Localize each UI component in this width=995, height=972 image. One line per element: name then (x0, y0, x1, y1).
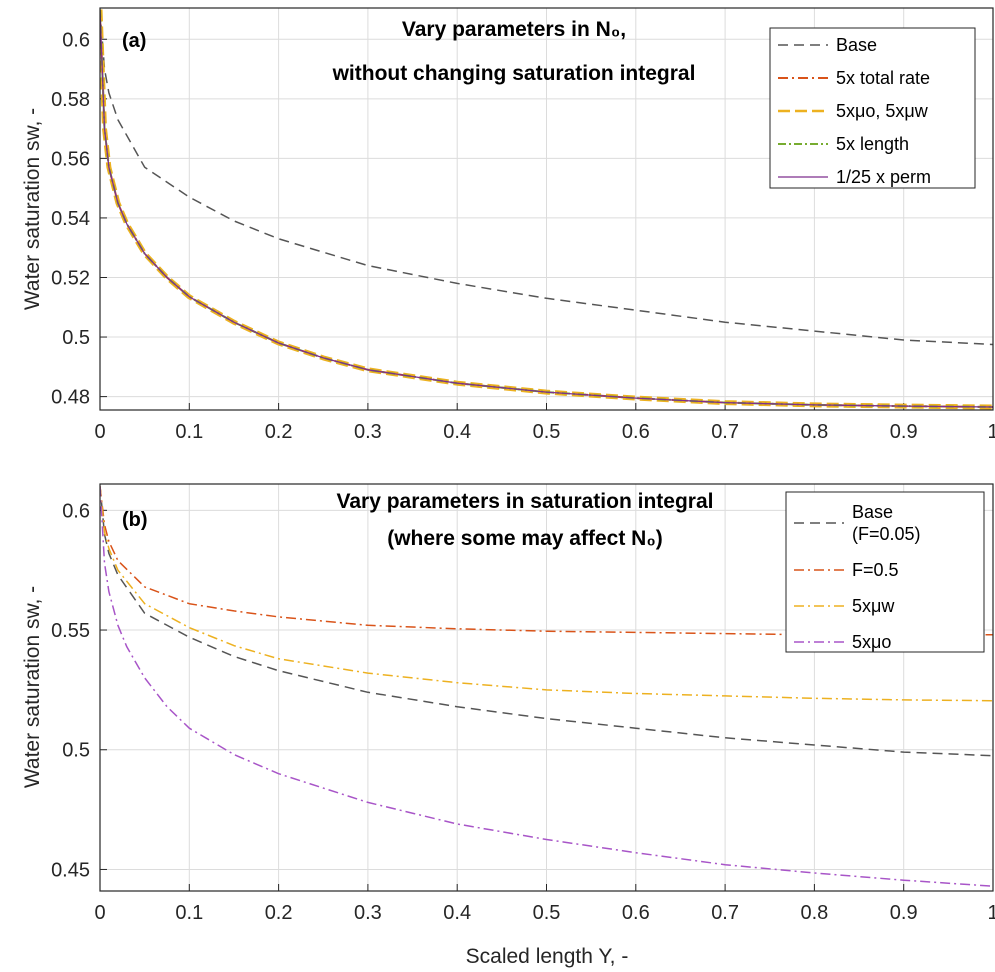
chart-title-b-line1: Vary parameters in saturation integral (337, 490, 714, 513)
x-tick-label-a: 0.3 (354, 421, 382, 443)
y-tick-label-a: 0.58 (51, 89, 90, 111)
y-tick-label-b: 0.6 (62, 500, 90, 522)
x-tick-labels-b: 0 0.1 0.2 0.3 0.4 0.5 0.6 0.7 0.8 0.9 1 (94, 902, 995, 924)
legend-label-a-1: 5x total rate (836, 68, 930, 88)
x-tick-label-a: 0.1 (175, 421, 203, 443)
x-tick-label-a: 0.5 (533, 421, 561, 443)
x-tick-label-a: 0.7 (711, 421, 739, 443)
x-tick-label-b: 0.2 (265, 902, 293, 924)
x-tick-labels-a: 0 0.1 0.2 0.3 0.4 0.5 0.6 0.7 0.8 0.9 1 (94, 421, 995, 443)
legend-box-a (769, 27, 976, 189)
x-tick-label-b: 1 (987, 902, 995, 924)
legend-label-a-0: Base (836, 35, 877, 55)
legend-label-b-1: F=0.5 (852, 560, 899, 580)
y-tick-labels-a: 0.48 0.5 0.52 0.54 0.56 0.58 0.6 (51, 29, 90, 408)
y-axis-label-a: Water saturation sw, - (21, 108, 44, 310)
legend-label-b-0: Base (F=0.05) (852, 502, 921, 544)
y-tick-label-a: 0.6 (62, 29, 90, 51)
x-tick-label-b: 0.5 (533, 902, 561, 924)
x-tick-label-a: 0.4 (443, 421, 471, 443)
x-tick-label-a: 0.9 (890, 421, 918, 443)
chart-title-a-line2: without changing saturation integral (332, 62, 696, 85)
series-line-a-4 (100, 9, 993, 408)
x-tick-label-b: 0.9 (890, 902, 918, 924)
panel-b: 0 0.1 0.2 0.3 0.4 0.5 0.6 0.7 0.8 0.9 1 0.45 0.5 0.5… (21, 483, 995, 968)
x-tick-label-a: 0 (94, 421, 105, 443)
y-tick-label-b: 0.5 (62, 740, 90, 762)
chart-title-a-line1: Vary parameters in N₀, (402, 18, 626, 41)
panel-a: 0 0.1 0.2 0.3 0.4 0.5 0.6 0.7 0.8 0.9 1 0.48 0.5 0.5… (21, 7, 995, 443)
legend-label-a-2: 5xμo, 5xμw (836, 101, 929, 121)
x-tick-label-a: 1 (987, 421, 995, 443)
series-line-b-3 (100, 486, 993, 887)
x-tick-label-b: 0.3 (354, 902, 382, 924)
axes-box-b (99, 483, 994, 892)
y-tick-label-a: 0.56 (51, 148, 90, 170)
x-tick-label-a: 0.6 (622, 421, 650, 443)
legend-a: Base 5x total rate 5xμo, 5xμw 5x length 1/25… (769, 27, 976, 189)
y-tick-label-a: 0.54 (51, 208, 90, 230)
y-tick-label-a: 0.5 (62, 327, 90, 349)
series-line-b-2 (100, 486, 993, 702)
x-tick-label-b: 0.6 (622, 902, 650, 924)
y-tick-label-a: 0.52 (51, 267, 90, 289)
series-group-b (100, 486, 993, 887)
x-tick-label-b: 0 (94, 902, 105, 924)
legend-b: Base (F=0.05) F=0.5 5xμw 5xμo (785, 491, 985, 653)
x-axis-label: Scaled length Y, - (466, 945, 629, 968)
y-tick-label-b: 0.55 (51, 620, 90, 642)
x-tick-label-b: 0.4 (443, 902, 471, 924)
y-axis-label-b: Water saturation sw, - (21, 586, 44, 788)
panel-label-b: (b) (122, 509, 148, 531)
legend-label-a-4: 1/25 x perm (836, 167, 931, 187)
series-line-a-0 (100, 9, 993, 346)
legend-label-b-3: 5xμo (852, 632, 891, 652)
chart-title-b-line2: (where some may affect N₀) (387, 527, 663, 550)
x-tick-label-b: 0.1 (175, 902, 203, 924)
legend-label-a-3: 5x length (836, 134, 909, 154)
series-group-a (100, 9, 993, 410)
y-tick-label-b: 0.45 (51, 859, 90, 881)
y-tick-labels-b: 0.45 0.5 0.55 0.6 (51, 500, 90, 881)
x-tick-label-a: 0.8 (800, 421, 828, 443)
x-tick-label-b: 0.7 (711, 902, 739, 924)
y-tick-label-a: 0.48 (51, 387, 90, 409)
legend-label-b-2: 5xμw (852, 596, 895, 616)
x-tick-label-b: 0.8 (800, 902, 828, 924)
series-line-b-1 (100, 486, 993, 636)
panel-label-a: (a) (122, 30, 146, 52)
x-tick-label-a: 0.2 (265, 421, 293, 443)
legend-box-b (785, 491, 985, 653)
series-line-b-0 (100, 486, 993, 757)
axes-box-a (99, 7, 994, 411)
